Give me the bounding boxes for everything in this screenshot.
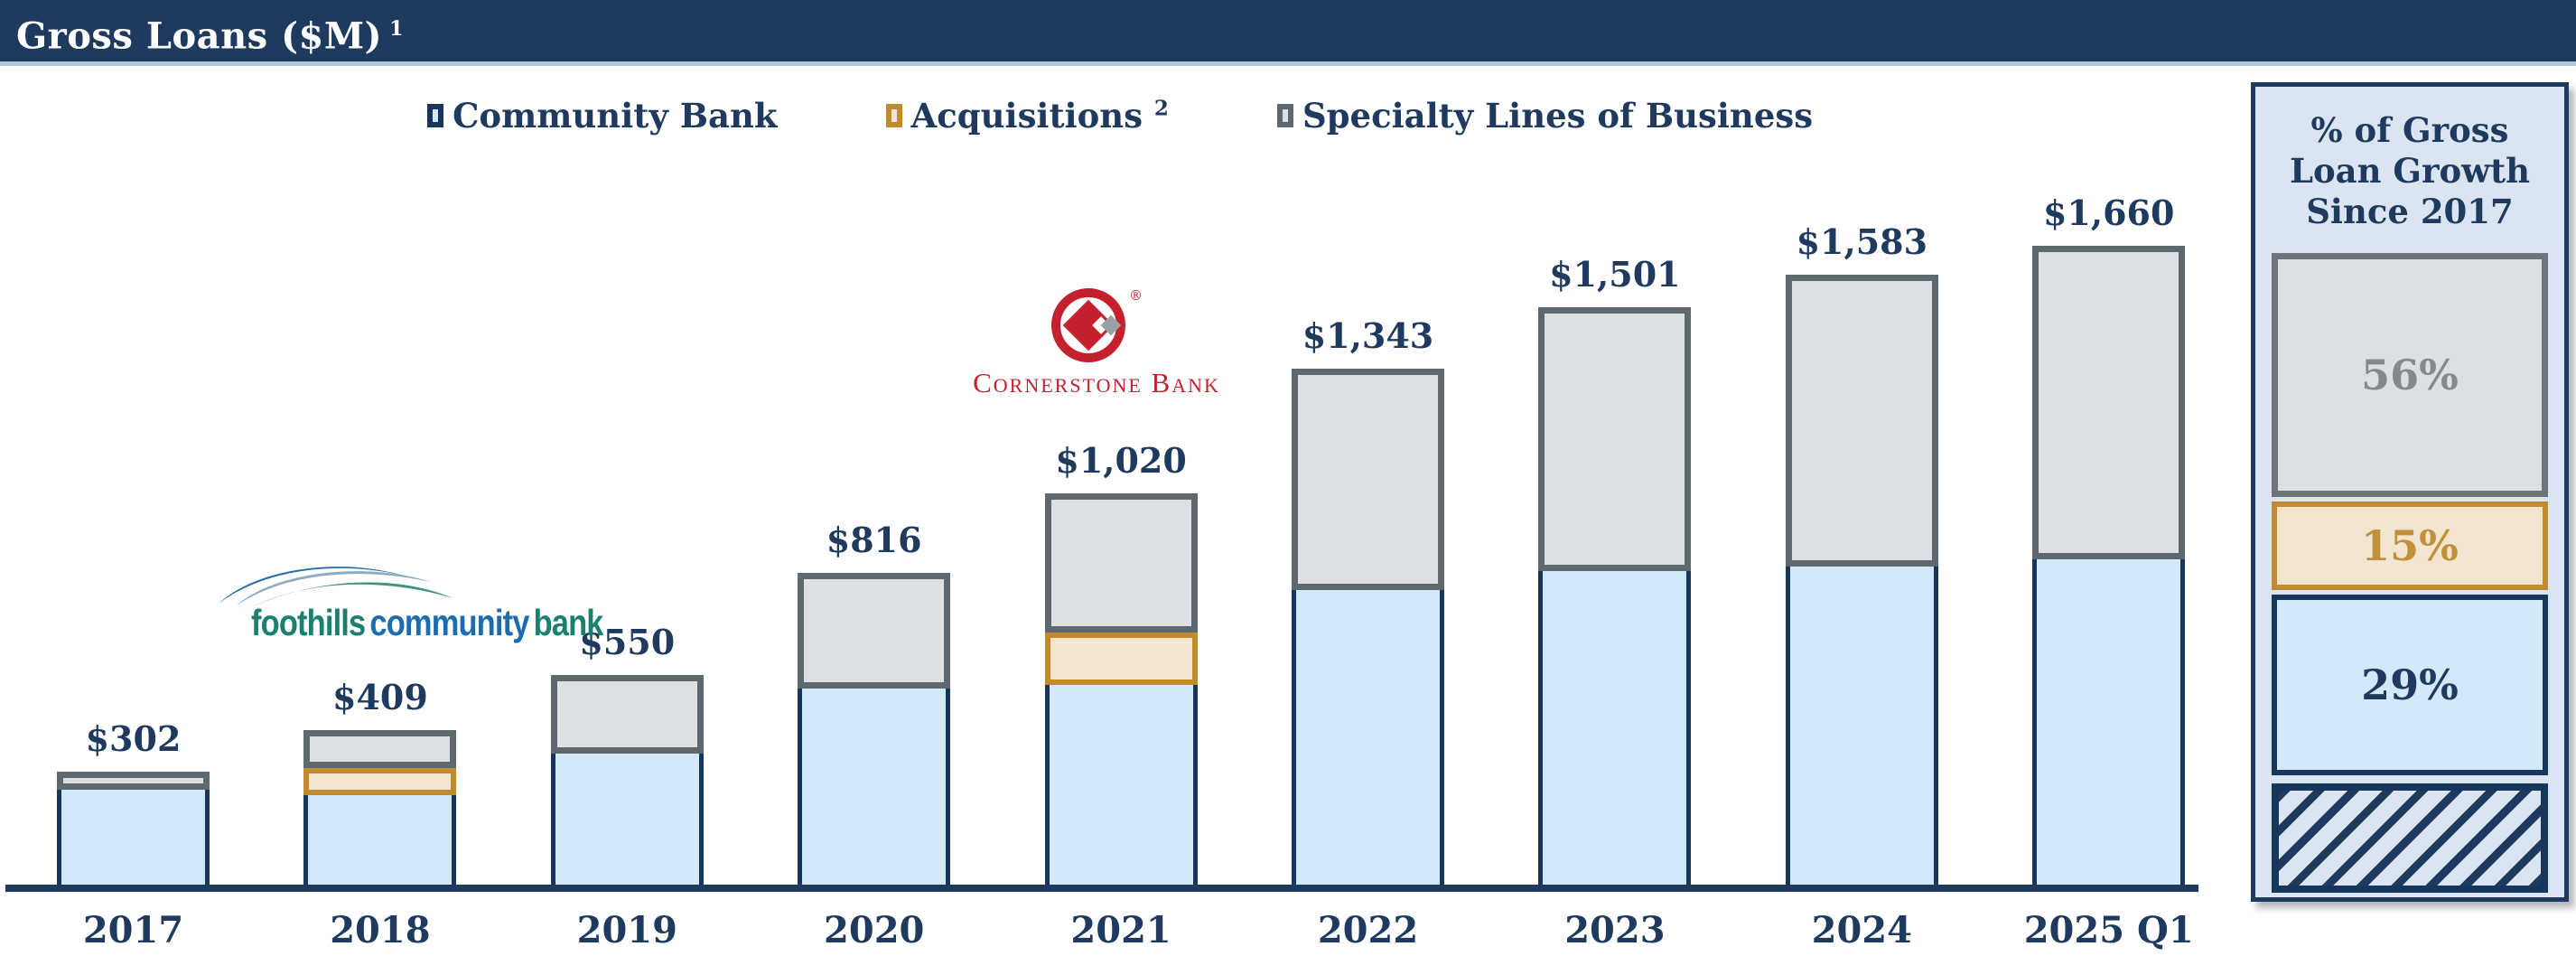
cornerstone-emblem-icon: ® — [1051, 287, 1143, 362]
legend-label: Acquisitions 2 — [910, 96, 1169, 136]
bar-segment-specialty-lines-of-business — [303, 730, 457, 768]
community-percent-label: 29% — [2361, 661, 2459, 709]
bar-group-2022 — [1292, 369, 1444, 888]
legend-swatch-icon — [885, 104, 902, 127]
page-title: Gross Loans ($M) 1 — [16, 0, 404, 61]
bar-group-2021 — [1044, 493, 1198, 888]
bar-group-2025-q1 — [2032, 246, 2186, 888]
title-footnote-sup: 1 — [389, 17, 404, 41]
bar-value-label-2018: $409 — [332, 677, 428, 717]
legend-swatch-icon — [426, 104, 443, 127]
bar-group-2017 — [57, 772, 210, 888]
foothills-wordmark: foothills community bank — [251, 602, 603, 643]
bar-segment-community-bank — [798, 689, 951, 888]
growth-segment-community-bank: 29% — [2272, 595, 2548, 775]
bar-segment-community-bank — [550, 754, 704, 888]
x-axis-label-2018: 2018 — [330, 909, 431, 951]
bar-group-2019 — [550, 675, 704, 888]
bar-segment-specialty-lines-of-business — [1292, 369, 1444, 590]
bar-value-label-2020: $816 — [826, 520, 922, 560]
legend-item-community-bank: Community Bank — [426, 96, 778, 136]
x-axis-baseline — [5, 885, 2198, 892]
bar-segment-community-bank — [2032, 559, 2186, 888]
growth-panel-title: % of Gross Loan Growth Since 2017 — [2289, 110, 2531, 232]
bar-segment-community-bank — [1292, 590, 1444, 888]
gross-loans-chart: Community Bank Acquisitions 2 Specialty Li… — [0, 96, 2240, 951]
registered-mark: ® — [1129, 287, 1143, 304]
bar-value-label-2017: $302 — [85, 718, 182, 759]
x-axis-label-2019: 2019 — [576, 909, 677, 951]
cornerstone-bank-logo: ® Cornerstone Bank — [952, 280, 1241, 407]
x-axis-label-2023: 2023 — [1564, 909, 1666, 951]
bar-segment-community-bank — [1785, 567, 1938, 888]
legend-label: Community Bank — [452, 96, 778, 136]
growth-segment-specialty-lines: 56% — [2272, 253, 2548, 497]
chart-legend: Community Bank Acquisitions 2 Specialty Li… — [0, 96, 2240, 136]
cornerstone-wordmark: Cornerstone Bank — [973, 367, 1220, 398]
x-axis-label-2020: 2020 — [824, 909, 925, 951]
x-axis-label-2021: 2021 — [1070, 909, 1171, 951]
acquisitions-percent-label: 15% — [2361, 521, 2459, 570]
bar-group-2020 — [798, 573, 951, 888]
bar-value-label-2024: $1,583 — [1796, 221, 1928, 262]
growth-segment-acquisitions: 15% — [2272, 501, 2548, 590]
x-axis-label-2025-q1: 2025 Q1 — [2023, 909, 2194, 951]
growth-segment-2017-base-hatched — [2272, 783, 2548, 893]
x-axis-label-2017: 2017 — [82, 909, 184, 951]
page-title-text: Gross Loans ($M) — [16, 14, 383, 58]
bar-segment-community-bank — [1538, 571, 1692, 888]
bar-value-label-2025-q1: $1,660 — [2042, 192, 2175, 233]
growth-panel: % of Gross Loan Growth Since 2017 56% 15… — [2251, 82, 2569, 902]
header-divider — [0, 61, 2576, 66]
bar-segment-acquisitions — [1044, 633, 1198, 685]
bar-segment-specialty-lines-of-business — [2032, 246, 2186, 559]
bar-value-label-2023: $1,501 — [1549, 254, 1681, 295]
bar-segment-specialty-lines-of-business — [1538, 307, 1692, 571]
bar-value-label-2022: $1,343 — [1302, 315, 1434, 356]
legend-item-specialty-lines-of-business: Specialty Lines of Business — [1276, 96, 1814, 136]
bar-group-2023 — [1538, 307, 1692, 888]
specialty-percent-label: 56% — [2361, 351, 2459, 399]
bar-segment-community-bank — [57, 790, 210, 888]
bar-value-label-2021: $1,020 — [1055, 440, 1187, 481]
bar-value-label-2019: $550 — [579, 622, 676, 662]
bar-group-2018 — [303, 730, 457, 888]
bar-segment-specialty-lines-of-business — [550, 675, 704, 754]
bar-segment-specialty-lines-of-business — [1044, 493, 1198, 633]
bar-segment-specialty-lines-of-business — [798, 573, 951, 689]
bar-segment-specialty-lines-of-business — [57, 772, 210, 790]
legend-swatch-icon — [1276, 104, 1293, 127]
x-axis-label-2022: 2022 — [1317, 909, 1419, 951]
x-axis-label-2024: 2024 — [1811, 909, 1912, 951]
bar-segment-community-bank — [303, 795, 457, 888]
bar-group-2024 — [1785, 275, 1938, 888]
bar-segment-acquisitions — [303, 768, 457, 795]
legend-item-acquisitions: Acquisitions 2 — [885, 96, 1169, 136]
bar-segment-community-bank — [1044, 685, 1198, 888]
header-bar: Gross Loans ($M) 1 — [0, 0, 2576, 61]
foothills-community-bank-logo: foothills community bank — [217, 558, 603, 649]
legend-label: Specialty Lines of Business — [1302, 96, 1814, 136]
bar-segment-specialty-lines-of-business — [1785, 275, 1938, 567]
